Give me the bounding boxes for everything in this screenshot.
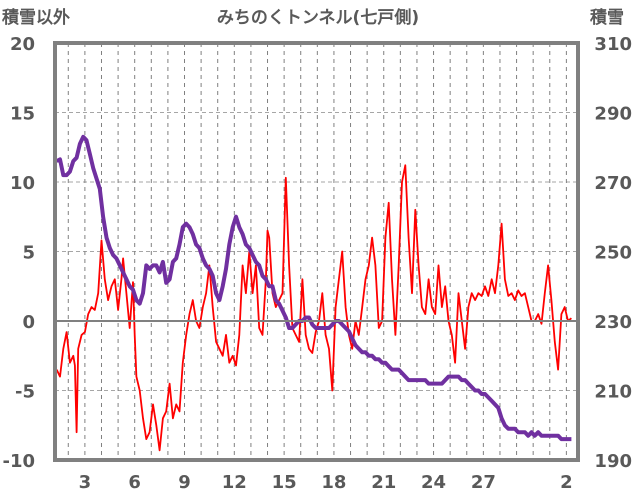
- x-tick-label: 9: [178, 472, 191, 493]
- x-tick-label: 24: [421, 472, 446, 493]
- right-axis-label: 積雪: [590, 7, 624, 28]
- x-tick-label: 18: [321, 472, 346, 493]
- x-tick-label: 27: [471, 472, 496, 493]
- plot-frame: [53, 41, 580, 462]
- y-right-tick-label: 290: [594, 104, 632, 125]
- series-other-line: [55, 164, 572, 452]
- chart-title: みちのくトンネル(七戸側): [217, 7, 419, 28]
- y-right-tick-label: 190: [594, 451, 632, 472]
- chart-labels: -10 -5 0 5 10 15 20 190 210 230 250 270 290 310 3 6 9 12 1…: [2, 34, 632, 493]
- x-tick-label: 15: [272, 472, 297, 493]
- left-axis-label: 積雪以外: [2, 7, 70, 28]
- y-right-tick-label: 250: [594, 243, 632, 264]
- series-snow-depth-line: [55, 134, 572, 442]
- y-right-tick-label: 210: [594, 382, 632, 403]
- x-tick-label: 2: [560, 472, 573, 493]
- x-tick-label: 12: [222, 472, 247, 493]
- chart-series: [55, 134, 572, 452]
- x-tick-label: 3: [79, 472, 92, 493]
- y-left-tick-label: 5: [22, 243, 35, 264]
- x-tick-label: 6: [128, 472, 141, 493]
- y-left-tick-label: 20: [10, 34, 35, 55]
- y-right-tick-label: 310: [594, 34, 632, 55]
- y-right-tick-label: 270: [594, 173, 632, 194]
- y-left-tick-label: 0: [22, 312, 35, 333]
- y-left-tick-label: 10: [10, 173, 35, 194]
- y-right-tick-label: 230: [594, 312, 632, 333]
- y-left-tick-label: -10: [2, 451, 35, 472]
- y-left-tick-label: 15: [10, 104, 35, 125]
- y-left-tick-label: -5: [15, 382, 35, 403]
- x-tick-label: 21: [371, 472, 396, 493]
